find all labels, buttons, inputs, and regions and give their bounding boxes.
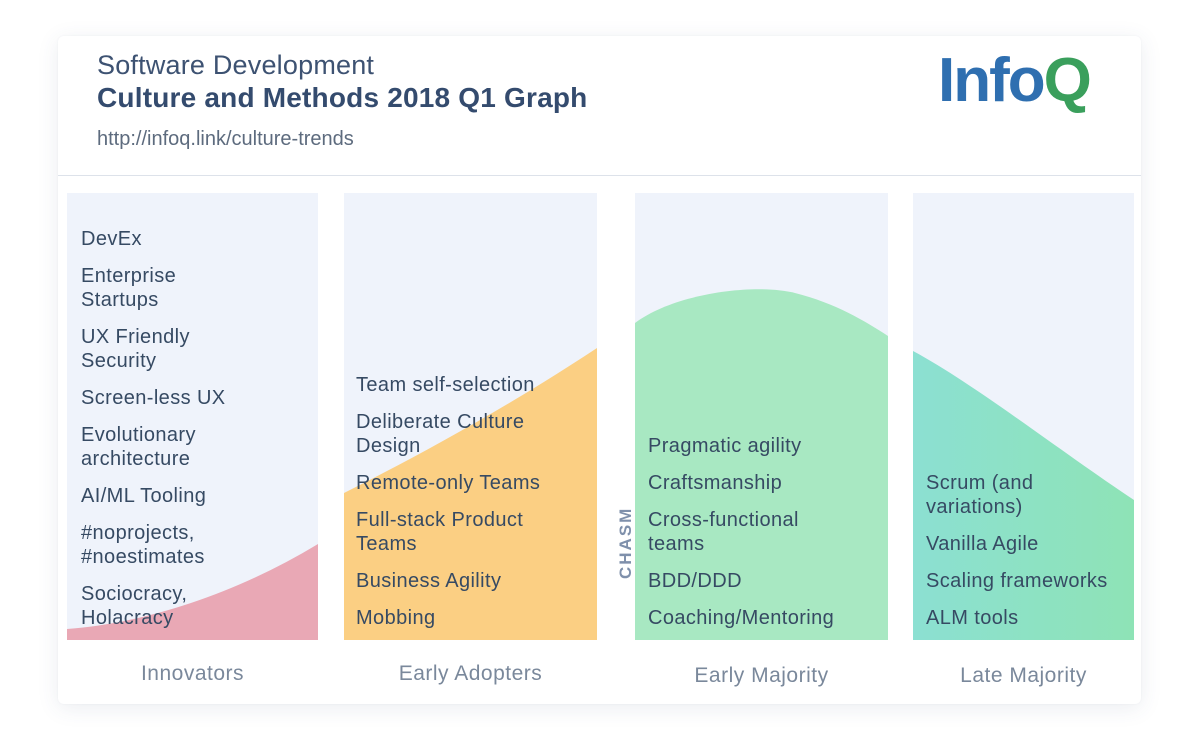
title-line-1: Software Development [97,50,375,80]
list-item: Mobbing [356,607,436,629]
label-early-majority: Early Majority [694,664,829,687]
innovators-curve [67,544,318,640]
list-item: Craftsmanship [648,472,783,494]
label-innovators: Innovators [140,662,245,685]
label-late-majority: Late Majority [960,664,1087,687]
list-item: Evolutionary architecture [81,424,196,470]
column-late-majority: Scrum (and variations) Vanilla Agile Sca… [913,193,1134,640]
list-item: Remote-only Teams [356,472,541,494]
logo-info-text: Info [938,46,1046,115]
early-majority-items: Pragmatic agility Craftsmanship Cross-fu… [648,421,878,630]
list-item: BDD/DDD [648,570,742,592]
label-early-adopters: Early Adopters [398,662,543,685]
list-item: #noprojects, #noestimates [81,522,205,568]
list-item: Pragmatic agility [648,435,802,457]
title-line-2: Culture and Methods 2018 Q1 Graph [97,82,588,113]
list-item: DevEx [81,228,142,250]
column-early-adopters: Team self-selection Deliberate Culture D… [344,193,597,640]
infoq-logo: InfoQ [938,50,1092,112]
column-innovators: DevEx Enterprise Startups UX Friendly Se… [67,193,318,640]
list-item: Deliberate Culture Design [356,411,525,457]
graph-card: Software Development Culture and Methods… [58,36,1141,704]
logo-q-text: Q [1043,46,1092,115]
list-item: Screen-less UX [81,387,226,409]
list-item: Team self-selection [356,374,535,396]
list-item: AI/ML Tooling [81,485,207,507]
list-item: ALM tools [926,607,1019,629]
late-majority-items: Scrum (and variations) Vanilla Agile Sca… [926,458,1124,630]
list-item: Sociocracy, Holacracy [81,583,188,629]
list-item: Scaling frameworks [926,570,1108,592]
header-divider [58,175,1141,176]
list-item: Cross-functional teams [648,509,799,555]
list-item: Scrum (and variations) [926,472,1034,518]
list-item: Vanilla Agile [926,533,1039,555]
early-adopters-items: Team self-selection Deliberate Culture D… [356,360,577,630]
early-adopters-curve [344,348,597,640]
chasm-label: CHASM [616,506,635,579]
early-majority-curve [635,289,888,640]
list-item: Business Agility [356,570,502,592]
list-item: Coaching/Mentoring [648,607,835,629]
innovators-items: DevEx Enterprise Startups UX Friendly Se… [81,214,298,630]
list-item: Full-stack Product Teams [356,509,524,555]
column-early-majority: Pragmatic agility Craftsmanship Cross-fu… [635,193,888,640]
late-majority-curve [913,351,1134,640]
source-url[interactable]: http://infoq.link/culture-trends [97,128,354,150]
list-item: UX Friendly Security [81,326,190,372]
list-item: Enterprise Startups [81,265,177,311]
